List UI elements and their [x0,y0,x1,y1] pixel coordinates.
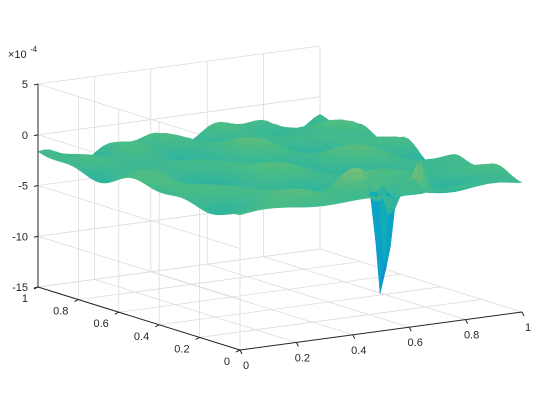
x-tick-mark [353,335,355,339]
z-tick-mark [34,135,38,136]
y-tick-label: 0.6 [94,318,109,330]
z-tick-label: -15 [12,282,28,294]
x-axis-line [240,312,522,350]
y-tick-mark [74,300,78,302]
y-tick-label: 0.4 [134,331,149,343]
z-exponent-power: -4 [30,45,38,54]
x-tick-label: 0.8 [464,330,479,342]
z-exponent-base: ×10 [8,49,27,61]
x-tick-label: 0.6 [408,337,423,349]
z-tick-mark [34,186,38,187]
x-tick-mark [409,327,411,331]
x-tick-label: 0 [243,360,249,372]
z-tick-label: 5 [22,79,28,91]
z-tick-mark [34,84,38,85]
y-tick-label: 0.8 [53,306,68,318]
y-tick-label: 0.2 [174,343,189,355]
x-tick-mark [522,312,524,316]
y-tick-label: 0 [224,356,230,368]
x-tick-label: 0.4 [351,345,366,357]
y-tick-mark [196,337,200,339]
z-tick-label: 0 [22,130,28,142]
z-tick-label: -5 [18,181,28,193]
x-tick-mark [240,350,242,354]
z-tick-mark [34,236,38,237]
y-tick-label: 1 [22,293,28,305]
x-tick-label: 1 [525,322,531,334]
y-tick-mark [155,325,159,327]
z-exponent-label: ×10 -4 [8,45,38,61]
x-tick-mark [296,342,298,346]
z-tick-label: -10 [12,231,28,243]
y-tick-mark [115,312,119,314]
x-tick-mark [466,320,468,324]
x-tick-label: 0.2 [295,352,310,364]
y-tick-mark [236,350,240,352]
